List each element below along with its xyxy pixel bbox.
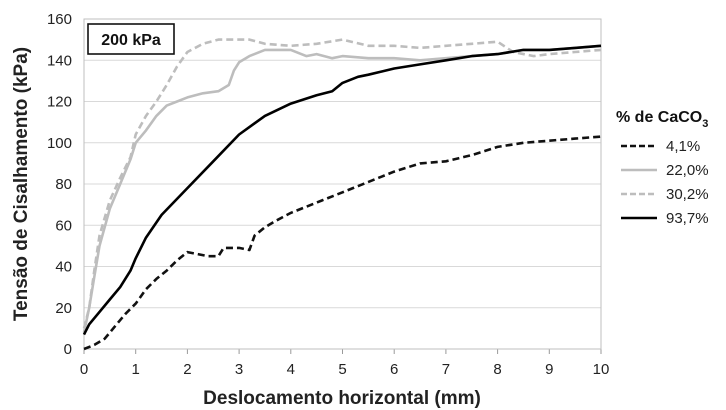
legend-title-subscript: 3 (702, 118, 708, 130)
legend-label: 22,0% (666, 162, 709, 179)
x-tick-label: 1 (132, 361, 140, 378)
y-tick-label: 80 (55, 176, 72, 193)
legend-label: 4,1% (666, 138, 700, 155)
x-tick-label: 5 (338, 361, 346, 378)
series-line-4 (82, 44, 602, 336)
x-tick-label: 8 (493, 361, 501, 378)
grid-layer (84, 18, 601, 309)
plot-frame (83, 18, 602, 350)
y-tick-label: 100 (47, 135, 72, 152)
x-tick-label: 2 (183, 361, 191, 378)
series-line-1 (83, 135, 602, 351)
x-tick-label: 9 (545, 361, 553, 378)
x-tick-label: 4 (287, 361, 295, 378)
axis-layer (83, 18, 602, 354)
series-line-3 (82, 38, 602, 329)
legend-title-text: % de CaCO (616, 109, 702, 126)
y-axis-title: Tensão de Cisalhamento (kPa) (11, 47, 32, 321)
legend-label: 30,2% (666, 186, 709, 203)
legend: % de CaCO3 4,1% 22,0% 30,2% 93,7% (616, 109, 709, 227)
y-tick-label: 0 (64, 341, 72, 358)
legend-label: 93,7% (666, 210, 709, 227)
annotation-label: 200 kPa (101, 32, 161, 49)
x-axis-title: Deslocamento horizontal (mm) (203, 388, 481, 409)
annotation-box: 200 kPa (87, 23, 175, 55)
y-tick-label: 40 (55, 259, 72, 276)
x-tick-label: 6 (390, 361, 398, 378)
y-tick-label: 120 (47, 94, 72, 111)
y-tick-label: 160 (47, 11, 72, 28)
x-tick-label: 7 (442, 361, 450, 378)
y-tick-label: 60 (55, 217, 72, 234)
series-layer (82, 38, 602, 351)
series-line-2 (82, 44, 602, 333)
x-tick-label: 0 (80, 361, 88, 378)
tick-labels: 0 20 40 60 80 100 120 140 160 0 1 2 3 4 5 6 7 8 9 10 (47, 11, 609, 378)
x-tick-label: 3 (235, 361, 243, 378)
y-tick-label: 20 (55, 300, 72, 317)
x-tick-label: 10 (593, 361, 610, 378)
legend-title: % de CaCO3 (616, 109, 708, 130)
y-tick-label: 140 (47, 52, 72, 69)
